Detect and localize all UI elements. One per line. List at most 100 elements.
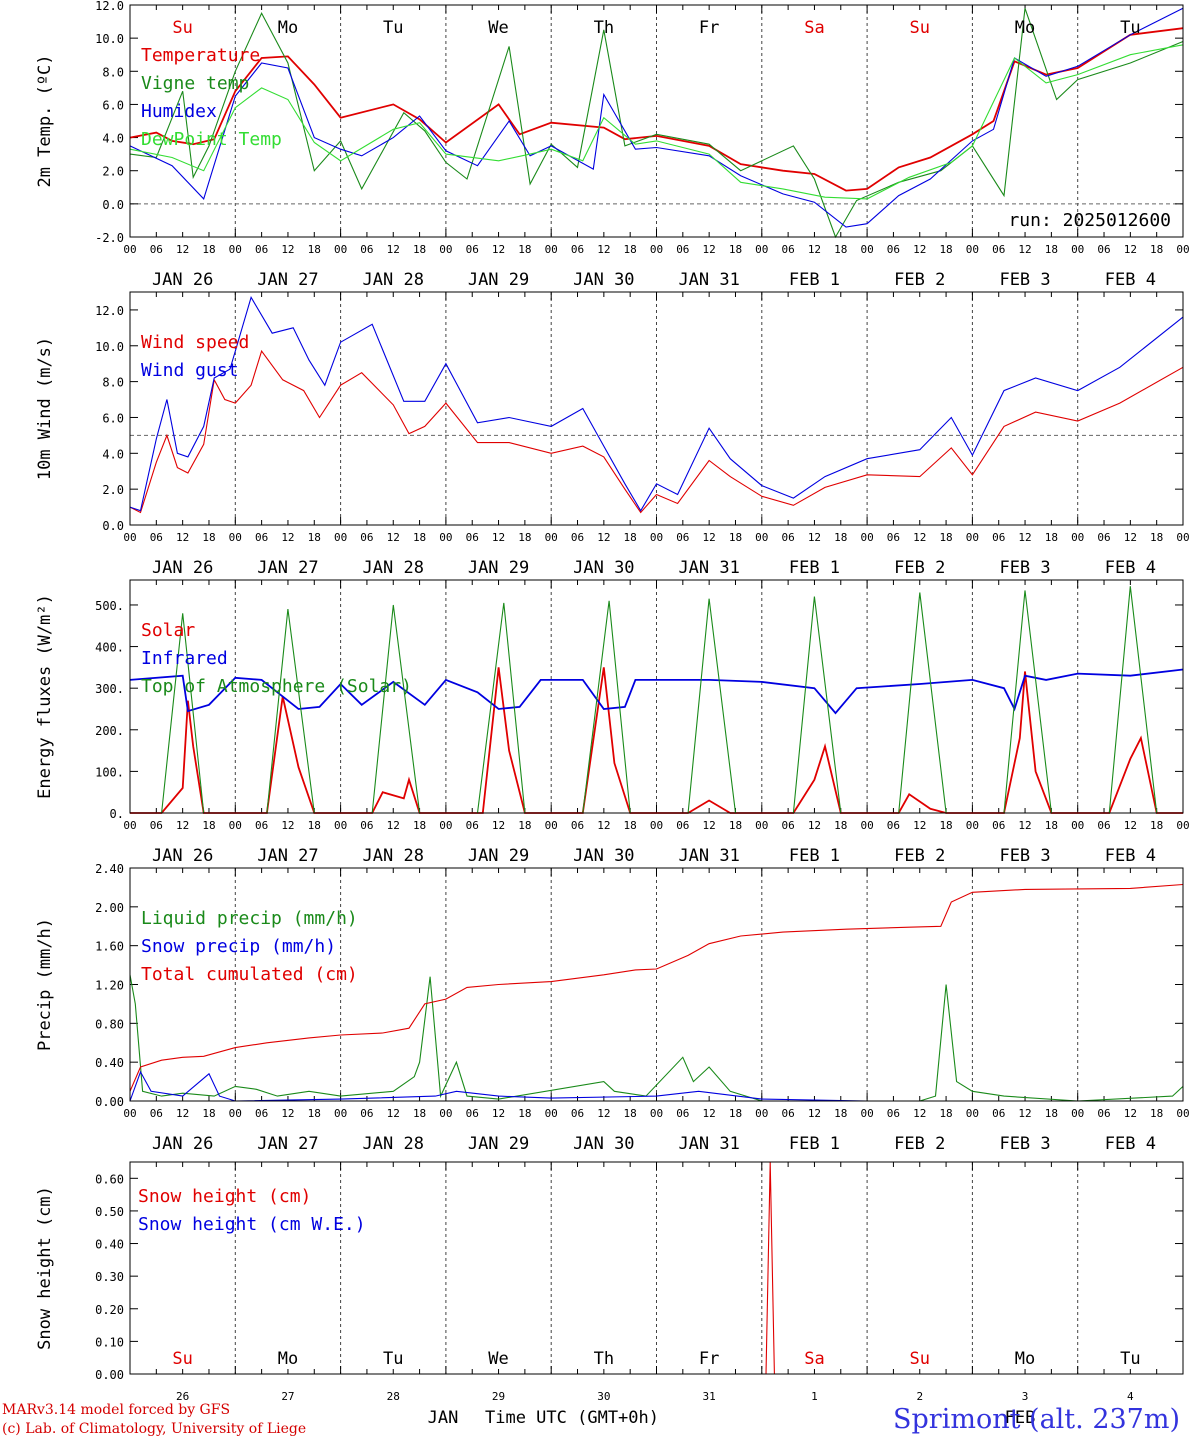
legend-entry: Infrared (141, 648, 228, 669)
hour-label: 00 (650, 243, 663, 256)
hour-label: 18 (413, 819, 426, 832)
legend-entry: DewPoint Temp (141, 129, 282, 150)
hour-label: 06 (255, 819, 268, 832)
hour-label: 12 (492, 243, 505, 256)
y-tick-label: 2.00 (95, 901, 124, 915)
panel-5: 0.00 0.10 0.20 0.30 0.40 0.50 0.60 Snow height … (35, 1161, 1184, 1382)
date-label: JAN 27 (257, 270, 318, 290)
hour-label: 18 (202, 1107, 215, 1120)
hour-label: 12 (808, 243, 821, 256)
date-label: FEB 3 (999, 558, 1050, 578)
y-tick-label: 8.0 (102, 376, 124, 390)
y-tick-label: 0.40 (95, 1056, 124, 1070)
hour-label: 18 (413, 1107, 426, 1120)
y-axis-label: 2m Temp. (ºC) (35, 54, 55, 187)
hour-label: 00 (1071, 819, 1084, 832)
y-tick-label: 500. (95, 599, 124, 613)
y-axis-label: Snow height (cm) (35, 1186, 55, 1350)
hour-label: 18 (624, 531, 637, 544)
weekday-label: Su (910, 18, 930, 38)
date-label: FEB 4 (1105, 846, 1156, 866)
plot-frame (129, 579, 1184, 814)
y-tick-label: 0.80 (95, 1017, 124, 1031)
hour-label: 12 (1018, 531, 1031, 544)
hour-label: 00 (650, 1107, 663, 1120)
hour-label: 18 (624, 1107, 637, 1120)
hour-label: 18 (624, 243, 637, 256)
y-axis-label: Energy fluxes (W/m²) (35, 594, 55, 799)
hour-label: 06 (887, 243, 900, 256)
hour-label: 00 (1176, 1107, 1189, 1120)
date-label: JAN 30 (573, 1134, 634, 1154)
hour-label: 06 (150, 1107, 163, 1120)
weekday-label: Th (594, 18, 614, 38)
date-label: FEB 2 (894, 846, 945, 866)
series-line-4 (129, 44, 1184, 200)
hour-label: 12 (808, 819, 821, 832)
hour-label: 06 (887, 531, 900, 544)
hour-label: 06 (360, 243, 373, 256)
hour-label: 00 (334, 243, 347, 256)
hour-label: 06 (676, 243, 689, 256)
y-tick-label: 8.0 (102, 65, 124, 79)
hour-label: 18 (729, 531, 742, 544)
date-label: JAN 29 (468, 558, 529, 578)
hour-label: 00 (650, 819, 663, 832)
y-tick-label: 300. (95, 682, 124, 696)
hour-label: 18 (834, 243, 847, 256)
hour-label: 06 (150, 531, 163, 544)
hour-label: 06 (466, 1107, 479, 1120)
day-number: 2 (916, 1390, 923, 1403)
hour-label: 06 (992, 819, 1005, 832)
day-number: 30 (597, 1390, 610, 1403)
date-label: FEB 1 (789, 270, 840, 290)
weekday-label: Mo (1015, 18, 1035, 38)
y-tick-label: 400. (95, 641, 124, 655)
day-number: 28 (387, 1390, 400, 1403)
hour-label: 00 (334, 1107, 347, 1120)
run-label: run: 2025012600 (1008, 210, 1171, 231)
legend-entry: Total cumulated (cm) (141, 964, 358, 985)
hour-label: 00 (966, 531, 979, 544)
series-line-1 (130, 667, 1183, 814)
date-label: JAN 31 (678, 270, 739, 290)
legend-entry: Wind speed (141, 332, 249, 353)
hour-label: 00 (229, 243, 242, 256)
weekday-label: Tu (383, 1349, 403, 1369)
hour-label: 18 (1150, 819, 1163, 832)
y-tick-label: 12.0 (95, 0, 124, 13)
y-tick-label: 2.40 (95, 862, 124, 876)
day-number: 3 (1022, 1390, 1029, 1403)
series-line-3 (129, 7, 1184, 228)
legend-entry: Snow height (cm W.E.) (138, 1214, 366, 1235)
lab-credit: (c) Lab. of Climatology, University of L… (2, 1421, 307, 1437)
hour-label: 06 (466, 243, 479, 256)
hour-label: 12 (1018, 819, 1031, 832)
hour-label: 00 (123, 243, 136, 256)
legend-entry: Top of Atmosphere (Solar) (141, 676, 412, 697)
hour-label: 12 (808, 1107, 821, 1120)
series-line-2 (129, 668, 1184, 715)
date-label: JAN 26 (152, 846, 213, 866)
hour-label: 18 (202, 531, 215, 544)
hour-label: 06 (1097, 819, 1110, 832)
weekday-label: We (488, 18, 508, 38)
date-label: JAN 26 (152, 270, 213, 290)
y-tick-label: 0.10 (95, 1335, 124, 1349)
hour-label: 12 (387, 243, 400, 256)
hour-label: 06 (676, 819, 689, 832)
date-label: FEB 2 (894, 270, 945, 290)
hour-label: 06 (676, 531, 689, 544)
bottom-axis: 26 27 28 29 30 31 1 2 3 4 JAN FEB Time UTC (GMT+0h) S… (176, 1390, 1180, 1435)
hour-label: 06 (360, 1107, 373, 1120)
hour-label: 06 (782, 819, 795, 832)
hour-label: 12 (492, 819, 505, 832)
date-label: JAN 29 (468, 1134, 529, 1154)
y-tick-label: 0.20 (95, 1303, 124, 1317)
month-label: FEB (1005, 1408, 1036, 1428)
hour-label: 00 (966, 243, 979, 256)
hour-label: 06 (782, 531, 795, 544)
hour-label: 00 (860, 531, 873, 544)
hour-label: 18 (518, 531, 531, 544)
hour-label: 00 (860, 819, 873, 832)
